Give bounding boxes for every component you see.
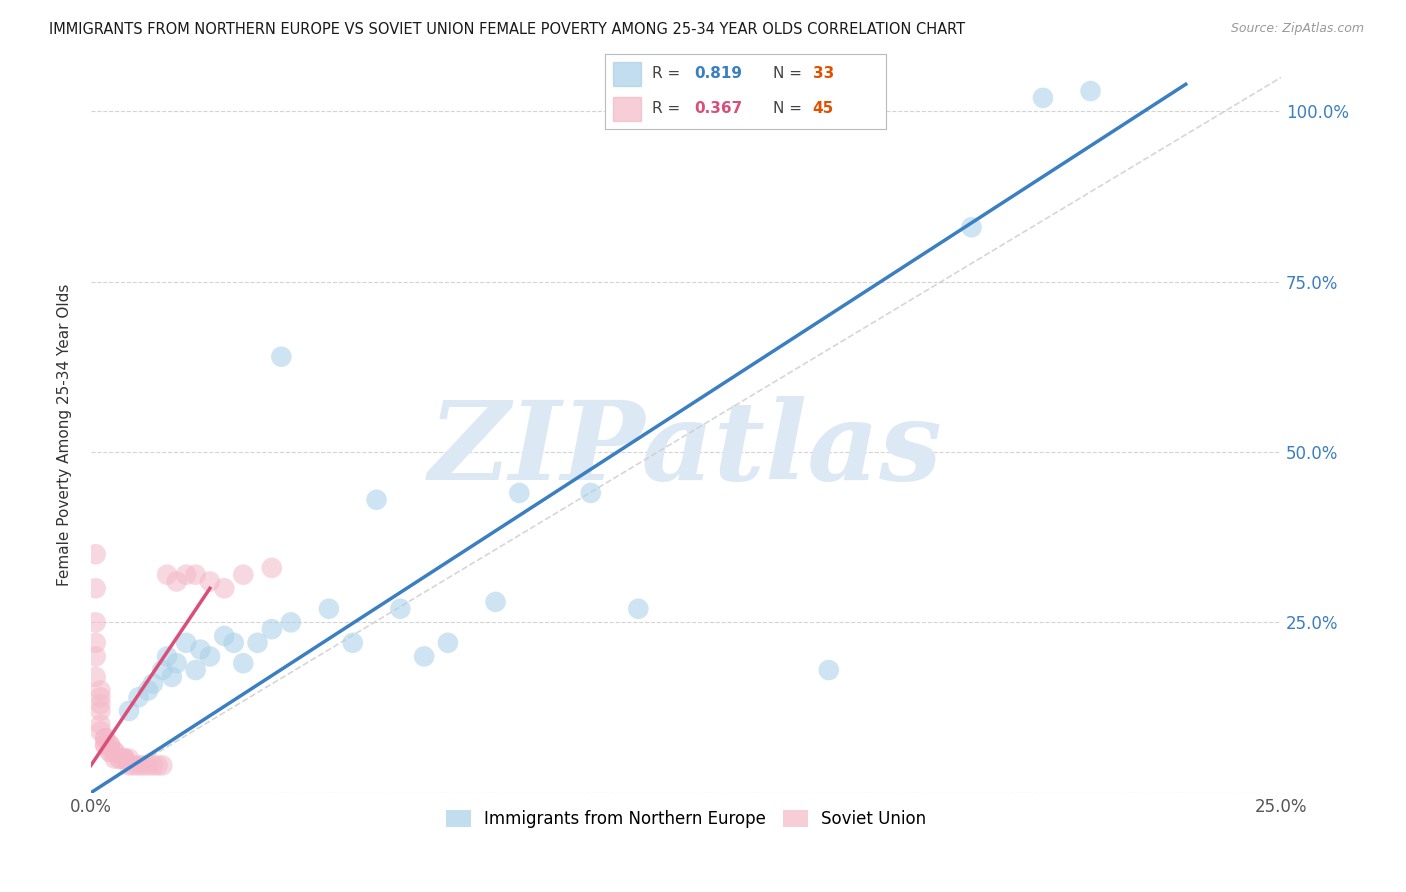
Legend: Immigrants from Northern Europe, Soviet Union: Immigrants from Northern Europe, Soviet … xyxy=(439,803,932,834)
Point xyxy=(484,595,506,609)
Point xyxy=(84,649,107,664)
Point xyxy=(246,636,269,650)
Point xyxy=(342,636,364,650)
Point xyxy=(150,663,173,677)
Point xyxy=(108,751,131,765)
Point xyxy=(84,636,107,650)
Point xyxy=(118,751,141,765)
Point xyxy=(389,601,412,615)
Point xyxy=(112,751,135,765)
Text: ZIPatlas: ZIPatlas xyxy=(429,395,943,503)
Point xyxy=(232,657,254,671)
Point xyxy=(232,567,254,582)
Point xyxy=(366,492,388,507)
Point xyxy=(270,350,292,364)
Point xyxy=(128,690,150,705)
Point xyxy=(108,751,131,765)
Point xyxy=(508,486,530,500)
Text: IMMIGRANTS FROM NORTHERN EUROPE VS SOVIET UNION FEMALE POVERTY AMONG 25-34 YEAR : IMMIGRANTS FROM NORTHERN EUROPE VS SOVIE… xyxy=(49,22,966,37)
Point xyxy=(142,758,165,772)
Point xyxy=(104,751,127,765)
Point xyxy=(136,758,159,772)
Point xyxy=(1032,91,1054,105)
Point xyxy=(817,663,839,677)
Point xyxy=(174,636,197,650)
Point xyxy=(98,745,121,759)
Point xyxy=(150,758,173,772)
Point xyxy=(94,731,117,746)
Point xyxy=(132,758,155,772)
Point xyxy=(198,649,221,664)
Point xyxy=(84,547,107,561)
Point xyxy=(89,697,111,711)
Point xyxy=(94,738,117,752)
Point xyxy=(579,486,602,500)
Point xyxy=(280,615,302,630)
Point xyxy=(160,670,183,684)
Point xyxy=(84,670,107,684)
Text: Source: ZipAtlas.com: Source: ZipAtlas.com xyxy=(1230,22,1364,36)
Point xyxy=(89,724,111,739)
Text: R =: R = xyxy=(652,102,686,116)
Point xyxy=(128,758,150,772)
Point xyxy=(166,574,188,589)
Point xyxy=(260,561,283,575)
Text: N =: N = xyxy=(773,102,807,116)
Bar xyxy=(613,96,641,121)
Point xyxy=(190,642,212,657)
Text: 45: 45 xyxy=(813,102,834,116)
Point xyxy=(89,704,111,718)
Point xyxy=(94,738,117,752)
Point xyxy=(212,629,235,643)
Point xyxy=(166,657,188,671)
Point xyxy=(118,758,141,772)
Point xyxy=(960,220,983,235)
Point xyxy=(1080,84,1102,98)
Text: N =: N = xyxy=(773,67,807,81)
Text: 33: 33 xyxy=(813,67,834,81)
Point xyxy=(260,622,283,636)
Point xyxy=(156,649,179,664)
Point xyxy=(89,717,111,731)
Point xyxy=(98,738,121,752)
Text: R =: R = xyxy=(652,67,686,81)
Bar xyxy=(613,62,641,87)
Point xyxy=(84,582,107,596)
Point xyxy=(437,636,460,650)
Point xyxy=(94,731,117,746)
Point xyxy=(112,751,135,765)
Y-axis label: Female Poverty Among 25-34 Year Olds: Female Poverty Among 25-34 Year Olds xyxy=(58,284,72,586)
Point xyxy=(89,690,111,705)
Point xyxy=(142,676,165,690)
Point xyxy=(198,574,221,589)
Point xyxy=(212,582,235,596)
Point xyxy=(184,567,207,582)
Point xyxy=(89,683,111,698)
Point xyxy=(104,745,127,759)
Point xyxy=(118,704,141,718)
Text: 0.367: 0.367 xyxy=(695,102,742,116)
Point xyxy=(146,758,169,772)
Point xyxy=(222,636,245,650)
Text: 0.819: 0.819 xyxy=(695,67,742,81)
Point xyxy=(112,751,135,765)
Point xyxy=(98,738,121,752)
Point xyxy=(122,758,145,772)
Point xyxy=(98,745,121,759)
Point xyxy=(184,663,207,677)
Point xyxy=(413,649,436,664)
Point xyxy=(156,567,179,582)
Point xyxy=(627,601,650,615)
Point xyxy=(136,683,159,698)
Point xyxy=(84,615,107,630)
Point xyxy=(174,567,197,582)
Point xyxy=(318,601,340,615)
Point xyxy=(104,745,127,759)
